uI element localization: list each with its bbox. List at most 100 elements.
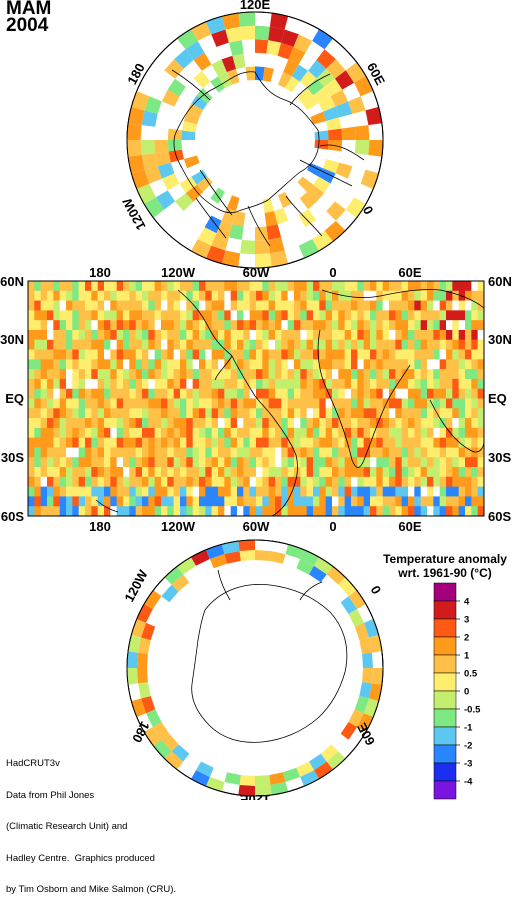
- grid-cell: [237, 418, 244, 429]
- grid-cell: [316, 68, 335, 87]
- grid-cell: [313, 427, 320, 439]
- grid-cell: [218, 457, 225, 468]
- grid-cell: [218, 339, 225, 350]
- grid-cell: [255, 25, 270, 41]
- grid-cell: [59, 457, 67, 468]
- grid-cell: [40, 486, 48, 497]
- grid-cell: [354, 140, 370, 155]
- grid-cell: [338, 320, 346, 331]
- grid-cell: [357, 349, 365, 360]
- grid-cell: [302, 95, 319, 110]
- grid-cell: [344, 320, 352, 331]
- grid-cell: [357, 418, 365, 429]
- grid-cell: [281, 378, 289, 390]
- grid-cell: [249, 476, 257, 488]
- grid-cell: [439, 427, 447, 439]
- grid-cell: [167, 378, 175, 390]
- grid-cell: [218, 476, 225, 488]
- grid-cell: [465, 349, 472, 360]
- grid-cell: [91, 320, 99, 331]
- grid-cell: [357, 369, 365, 380]
- grid-cell: [199, 378, 206, 390]
- grid-cell: [359, 637, 372, 654]
- grid-cell: [389, 349, 396, 360]
- grid-cell: [218, 398, 225, 409]
- grid-cell: [268, 496, 276, 507]
- grid-cell: [477, 506, 484, 516]
- grid-cell: [364, 698, 379, 717]
- grid-cell: [344, 369, 352, 380]
- grid-cell: [281, 418, 289, 429]
- grid-cell: [192, 349, 200, 360]
- grid-cell: [262, 349, 270, 360]
- grid-cell: [382, 290, 390, 301]
- grid-cell: [53, 408, 61, 419]
- grid-cell: [154, 506, 162, 516]
- grid-cell: [465, 369, 472, 380]
- grid-cell: [218, 447, 225, 458]
- grid-cell: [192, 398, 200, 409]
- grid-cell: [167, 388, 175, 399]
- grid-cell: [439, 398, 447, 409]
- grid-cell: [116, 447, 124, 458]
- grid-cell: [167, 427, 175, 439]
- grid-cell: [382, 486, 390, 497]
- grid-cell: [300, 486, 308, 497]
- legend-tick-label: 2: [464, 633, 469, 644]
- grid-cell: [199, 427, 206, 439]
- grid-cell: [357, 320, 365, 331]
- grid-cell: [376, 300, 384, 311]
- grid-cell: [370, 369, 377, 380]
- grid-cell: [230, 486, 238, 497]
- grid-cell: [351, 329, 358, 341]
- grid-cell: [376, 418, 384, 429]
- grid-cell: [395, 290, 403, 301]
- grid-cell: [414, 506, 422, 516]
- grid-cell: [313, 496, 320, 507]
- grid-cell: [325, 290, 333, 301]
- grid-cell: [268, 369, 276, 380]
- grid-cell: [306, 398, 314, 409]
- grid-cell: [167, 78, 186, 97]
- grid-cell: [370, 349, 377, 360]
- grid-cell: [161, 467, 168, 478]
- grid-cell: [72, 388, 80, 399]
- grid-cell: [59, 427, 67, 439]
- grid-cell: [338, 427, 346, 439]
- grid-cell: [277, 42, 294, 60]
- grid-cell: [199, 349, 206, 360]
- grid-cell: [338, 369, 346, 380]
- grid-cell: [465, 281, 472, 292]
- grid-cell: [427, 427, 434, 439]
- grid-cell: [171, 744, 190, 762]
- grid-cell: [218, 300, 225, 311]
- grid-cell: [78, 427, 86, 439]
- grid-cell: [262, 388, 270, 399]
- grid-cell: [427, 437, 434, 448]
- grid-cell: [78, 281, 86, 292]
- grid-cell: [104, 457, 111, 468]
- grid-cell: [243, 437, 251, 448]
- grid-cell: [326, 59, 346, 79]
- grid-cell: [104, 398, 111, 409]
- grid-cell: [363, 496, 371, 507]
- grid-cell: [281, 476, 289, 488]
- grid-cell: [142, 300, 149, 311]
- grid-cell: [85, 447, 92, 458]
- grid-cell: [148, 457, 156, 468]
- grid-cell: [243, 359, 251, 370]
- grid-cell: [318, 96, 336, 112]
- grid-cell: [287, 496, 295, 507]
- grid-cell: [332, 359, 339, 370]
- grid-cell: [332, 398, 339, 409]
- grid-cell: [104, 467, 111, 478]
- grid-cell: [300, 388, 308, 399]
- grid-cell: [319, 457, 327, 468]
- grid-cell: [97, 467, 105, 478]
- grid-cell: [123, 300, 130, 311]
- grid-cell: [319, 486, 327, 497]
- grid-cell: [243, 496, 251, 507]
- grid-cell: [344, 300, 352, 311]
- grid-cell: [281, 496, 289, 507]
- grid-cell: [256, 398, 263, 409]
